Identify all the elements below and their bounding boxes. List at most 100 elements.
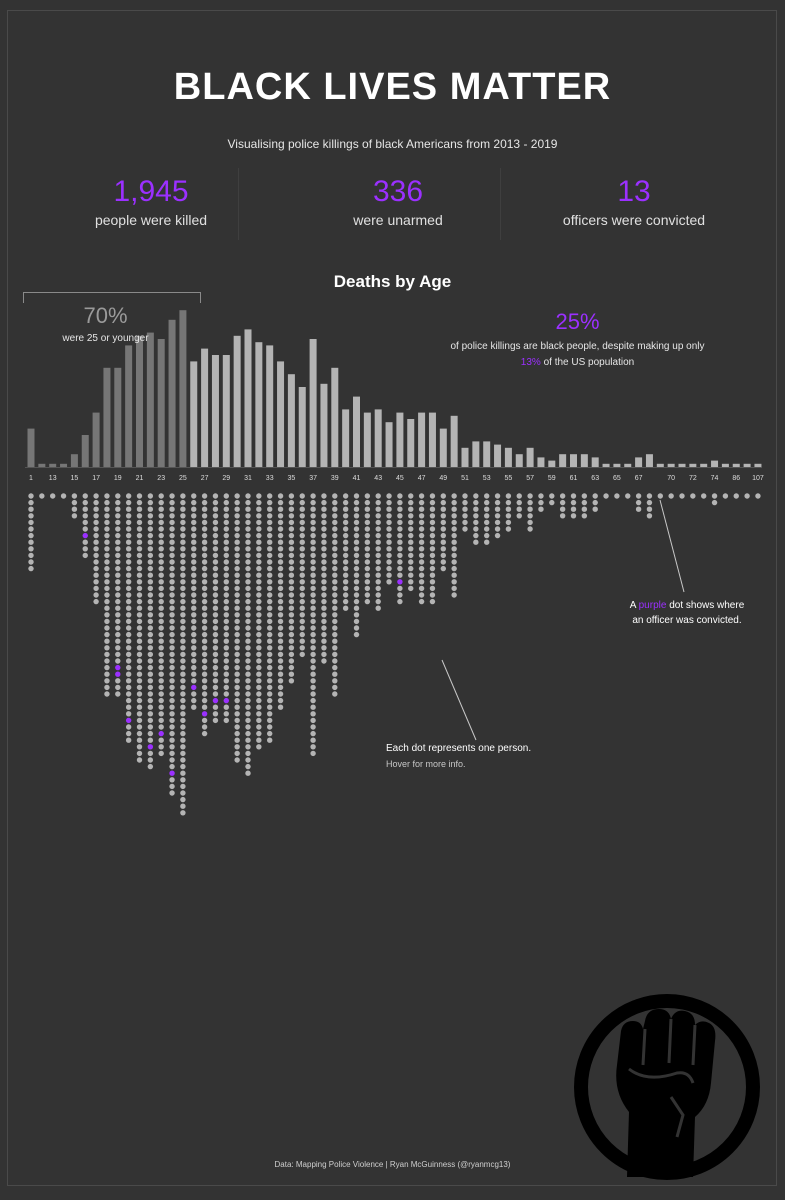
person-dot[interactable] <box>332 664 338 671</box>
person-dot[interactable] <box>277 598 284 605</box>
person-dot[interactable] <box>180 493 186 499</box>
bar-age-64[interactable] <box>602 463 610 467</box>
person-dot[interactable] <box>147 546 154 552</box>
conviction-dot[interactable] <box>147 744 154 750</box>
person-dot[interactable] <box>180 532 186 539</box>
person-dot[interactable] <box>201 717 208 724</box>
person-dot[interactable] <box>288 605 295 611</box>
person-dot[interactable] <box>277 572 284 578</box>
person-dot[interactable] <box>505 526 512 532</box>
person-dot[interactable] <box>212 651 219 658</box>
person-dot[interactable] <box>288 572 295 578</box>
person-dot[interactable] <box>473 526 479 532</box>
person-dot[interactable] <box>256 513 262 519</box>
bar-age-38[interactable] <box>320 383 328 467</box>
person-dot[interactable] <box>267 678 273 684</box>
person-dot[interactable] <box>223 493 229 499</box>
bar-age-72[interactable] <box>689 463 697 467</box>
person-dot[interactable] <box>342 513 349 519</box>
person-dot[interactable] <box>147 737 154 743</box>
person-dot[interactable] <box>158 526 164 532</box>
person-dot[interactable] <box>245 697 251 704</box>
person-dot[interactable] <box>147 711 154 717</box>
person-dot[interactable] <box>332 691 338 697</box>
person-dot[interactable] <box>147 671 154 677</box>
person-dot[interactable] <box>223 592 229 598</box>
person-dot[interactable] <box>353 526 360 532</box>
person-dot[interactable] <box>201 671 208 677</box>
person-dot[interactable] <box>158 565 164 572</box>
person-dot[interactable] <box>169 552 175 559</box>
person-dot[interactable] <box>277 506 284 512</box>
person-dot[interactable] <box>342 546 349 552</box>
conviction-dot[interactable] <box>223 697 229 704</box>
person-dot[interactable] <box>245 645 251 651</box>
person-dot[interactable] <box>473 493 479 499</box>
person-dot[interactable] <box>451 559 457 565</box>
person-dot[interactable] <box>397 572 403 578</box>
person-dot[interactable] <box>473 506 479 512</box>
bar-age-65[interactable] <box>613 463 621 467</box>
person-dot[interactable] <box>310 638 316 644</box>
person-dot[interactable] <box>158 539 164 545</box>
person-dot[interactable] <box>310 704 316 710</box>
person-dot[interactable] <box>462 513 468 519</box>
person-dot[interactable] <box>71 506 78 512</box>
person-dot[interactable] <box>342 572 349 578</box>
person-dot[interactable] <box>180 717 186 724</box>
person-dot[interactable] <box>418 572 425 578</box>
person-dot[interactable] <box>299 513 305 519</box>
person-dot[interactable] <box>418 493 425 499</box>
person-dot[interactable] <box>429 585 436 592</box>
person-dot[interactable] <box>212 598 219 605</box>
person-dot[interactable] <box>125 598 132 605</box>
person-dot[interactable] <box>191 664 197 671</box>
person-dot[interactable] <box>136 651 143 658</box>
person-dot[interactable] <box>191 612 197 618</box>
person-dot[interactable] <box>484 493 490 499</box>
person-dot[interactable] <box>191 618 197 625</box>
person-dot[interactable] <box>332 559 338 565</box>
person-dot[interactable] <box>321 651 327 658</box>
person-dot[interactable] <box>332 565 338 572</box>
person-dot[interactable] <box>277 691 284 697</box>
person-dot[interactable] <box>690 493 696 499</box>
person-dot[interactable] <box>234 546 240 552</box>
person-dot[interactable] <box>115 598 121 605</box>
person-dot[interactable] <box>180 711 186 717</box>
person-dot[interactable] <box>397 592 403 598</box>
person-dot[interactable] <box>125 612 132 618</box>
person-dot[interactable] <box>191 499 197 506</box>
person-dot[interactable] <box>201 579 208 585</box>
person-dot[interactable] <box>332 638 338 644</box>
person-dot[interactable] <box>125 730 132 737</box>
person-dot[interactable] <box>473 519 479 526</box>
person-dot[interactable] <box>288 513 295 519</box>
person-dot[interactable] <box>125 638 132 644</box>
person-dot[interactable] <box>245 691 251 697</box>
person-dot[interactable] <box>364 579 371 585</box>
person-dot[interactable] <box>353 513 360 519</box>
person-dot[interactable] <box>364 506 371 512</box>
person-dot[interactable] <box>201 704 208 710</box>
bar-age-54[interactable] <box>494 444 502 467</box>
person-dot[interactable] <box>310 625 316 631</box>
bar-age-66[interactable] <box>624 463 632 467</box>
person-dot[interactable] <box>267 559 273 565</box>
person-dot[interactable] <box>277 546 284 552</box>
person-dot[interactable] <box>353 592 360 598</box>
person-dot[interactable] <box>180 513 186 519</box>
person-dot[interactable] <box>299 559 305 565</box>
person-dot[interactable] <box>191 691 197 697</box>
person-dot[interactable] <box>299 645 305 651</box>
person-dot[interactable] <box>386 513 392 519</box>
person-dot[interactable] <box>115 513 121 519</box>
person-dot[interactable] <box>125 618 132 625</box>
person-dot[interactable] <box>353 539 360 545</box>
person-dot[interactable] <box>256 605 262 611</box>
person-dot[interactable] <box>310 651 316 658</box>
person-dot[interactable] <box>418 565 425 572</box>
person-dot[interactable] <box>234 513 240 519</box>
person-dot[interactable] <box>147 592 154 598</box>
person-dot[interactable] <box>408 572 414 578</box>
